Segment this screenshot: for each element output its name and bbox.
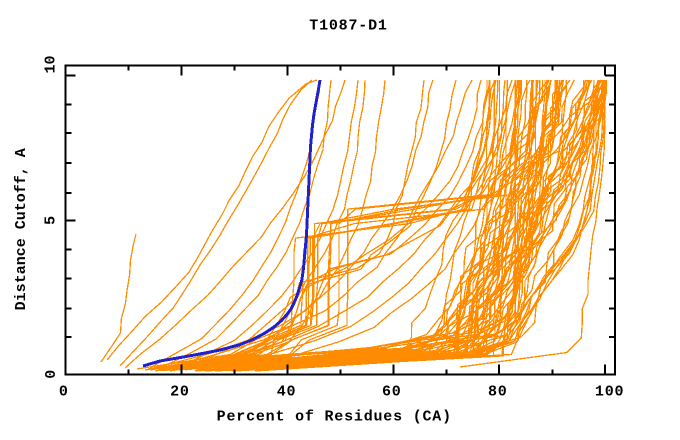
svg-text:20: 20	[170, 383, 190, 400]
svg-text:80: 80	[488, 383, 508, 400]
svg-text:0: 0	[43, 370, 60, 379]
svg-text:Percent of Residues (CA): Percent of Residues (CA)	[217, 409, 452, 426]
svg-text:100: 100	[595, 383, 624, 400]
svg-text:T1087-D1: T1087-D1	[309, 18, 387, 35]
svg-text:60: 60	[382, 383, 402, 400]
svg-text:10: 10	[43, 55, 60, 73]
svg-text:Distance Cutoff, A: Distance Cutoff, A	[13, 148, 30, 310]
svg-text:0: 0	[59, 383, 69, 400]
svg-text:40: 40	[277, 383, 297, 400]
svg-text:5: 5	[42, 216, 59, 225]
